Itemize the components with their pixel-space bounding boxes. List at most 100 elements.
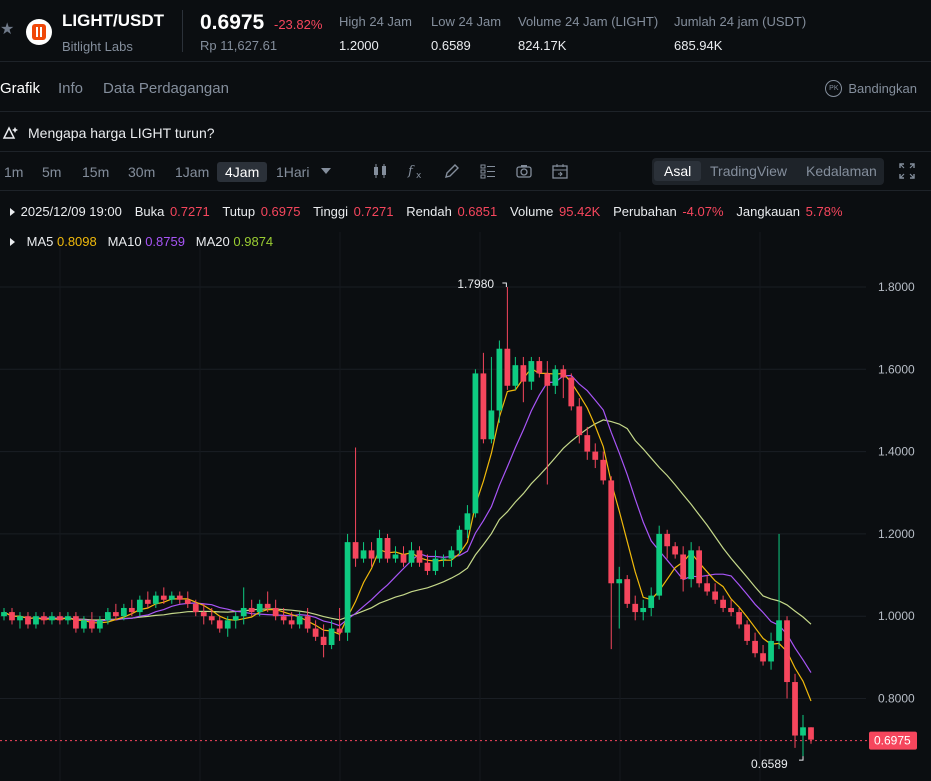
svg-text:f: f bbox=[407, 164, 415, 179]
tab-chart[interactable]: Grafik bbox=[0, 80, 41, 97]
candle-body bbox=[568, 377, 575, 407]
layout-list-icon[interactable] bbox=[479, 162, 497, 180]
candle-body bbox=[416, 550, 423, 563]
candle-body bbox=[680, 554, 687, 580]
timeframe-5m[interactable]: 5m bbox=[42, 164, 62, 180]
candle-body bbox=[336, 628, 343, 633]
candle-body bbox=[552, 369, 559, 386]
insight-text: Mengapa harga LIGHT turun? bbox=[28, 125, 215, 141]
candle-body bbox=[704, 583, 711, 592]
chart-view-switch: Asal TradingView Kedalaman bbox=[652, 158, 884, 185]
candle-body bbox=[232, 616, 239, 621]
timeframe-1m[interactable]: 1m bbox=[4, 164, 24, 180]
last-price-tag-label: 0.6975 bbox=[874, 734, 911, 748]
candle-body bbox=[216, 620, 223, 629]
last-price: 0.6975 bbox=[200, 11, 265, 34]
pencil-icon[interactable] bbox=[443, 162, 461, 180]
candle-body bbox=[192, 603, 199, 613]
svg-text:x: x bbox=[416, 171, 422, 180]
high-value: 0.7271 bbox=[353, 204, 394, 219]
camera-icon[interactable] bbox=[515, 162, 533, 180]
candle-body bbox=[696, 550, 703, 584]
candle-body bbox=[448, 550, 455, 559]
candle-body bbox=[608, 480, 615, 584]
candle-body bbox=[328, 628, 335, 646]
min-price-label: 0.6589 bbox=[751, 757, 788, 771]
timeframe-1h[interactable]: 1Jam bbox=[175, 164, 210, 180]
candle-body bbox=[632, 603, 639, 613]
candle-body bbox=[464, 513, 471, 530]
candle-body bbox=[720, 599, 726, 608]
candle-body bbox=[800, 727, 806, 736]
range-value: 5.78% bbox=[805, 204, 843, 219]
compare-button[interactable]: PK Bandingkan bbox=[825, 80, 917, 97]
compare-icon: PK bbox=[825, 80, 843, 97]
candle-body bbox=[536, 361, 543, 374]
ma5-label: MA5 bbox=[26, 234, 54, 249]
timeframe-30m[interactable]: 30m bbox=[128, 164, 156, 180]
stat-volume: Volume 24 Jam (LIGHT) 824.17K bbox=[518, 14, 659, 53]
collapse-triangle-icon[interactable] bbox=[10, 208, 15, 217]
candle-body bbox=[664, 533, 671, 547]
candle-body bbox=[624, 579, 631, 604]
candle-body bbox=[200, 612, 207, 617]
timeframe-4h[interactable]: 4Jam bbox=[217, 162, 268, 182]
change-label: Perubahan bbox=[613, 204, 677, 219]
candle-body bbox=[576, 406, 583, 436]
candle-body bbox=[496, 348, 503, 411]
candle-body bbox=[128, 607, 135, 613]
price-insight-row[interactable]: Mengapa harga LIGHT turun? bbox=[0, 114, 931, 152]
price-change: -23.82% bbox=[274, 17, 323, 32]
candle-body bbox=[81, 620, 87, 629]
candle-body bbox=[296, 616, 303, 625]
indicator-fx-icon[interactable]: f x bbox=[407, 162, 425, 180]
last-price-tag bbox=[869, 731, 917, 750]
candle-body bbox=[352, 542, 359, 559]
candle-body bbox=[544, 373, 551, 386]
candle-body bbox=[400, 554, 407, 563]
candle-body bbox=[160, 595, 167, 600]
candle-body bbox=[272, 607, 279, 617]
ma5-path bbox=[3, 367, 812, 702]
candle-body bbox=[600, 459, 607, 481]
candle-body bbox=[9, 612, 15, 621]
candle-body bbox=[640, 607, 647, 613]
candle-body bbox=[73, 616, 79, 629]
calendar-icon[interactable] bbox=[551, 162, 569, 180]
favorite-star-icon[interactable]: ★ bbox=[0, 21, 15, 38]
range-label: Jangkauan bbox=[736, 204, 801, 219]
tab-info[interactable]: Info bbox=[58, 80, 84, 97]
chevron-down-icon[interactable] bbox=[320, 166, 332, 176]
view-tradingview[interactable]: TradingView bbox=[710, 163, 788, 179]
candlestick-chart[interactable]: 1.8000 1.6000 1.4000 1.2000 1.0000 0.8000 0.6… bbox=[0, 192, 931, 781]
candle-body bbox=[376, 538, 383, 559]
candle-date: 2025/12/09 19:00 bbox=[20, 204, 122, 219]
candle-body bbox=[752, 640, 758, 654]
candle-body bbox=[312, 628, 319, 637]
candle-body bbox=[152, 595, 159, 604]
fullscreen-icon[interactable] bbox=[899, 163, 915, 179]
y-tick-label: 1.2000 bbox=[878, 527, 915, 541]
candle-body bbox=[808, 727, 814, 740]
view-depth[interactable]: Kedalaman bbox=[806, 163, 877, 179]
tab-trading-data[interactable]: Data Perdagangan bbox=[103, 80, 229, 97]
timeframe-1d[interactable]: 1Hari bbox=[276, 164, 310, 180]
candle-body bbox=[744, 624, 750, 641]
collapse-triangle-icon[interactable] bbox=[10, 238, 15, 247]
candle-body bbox=[792, 682, 798, 736]
candle-body bbox=[344, 542, 351, 633]
candle-body bbox=[288, 620, 295, 625]
candle-body bbox=[25, 616, 31, 625]
stat-low: Low 24 Jam 0.6589 bbox=[431, 14, 502, 53]
candle-body bbox=[320, 636, 327, 646]
view-original[interactable]: Asal bbox=[654, 161, 702, 181]
candle-body bbox=[784, 620, 790, 683]
timeframe-15m[interactable]: 15m bbox=[82, 164, 110, 180]
max-marker-icon bbox=[502, 282, 507, 287]
pair-title[interactable]: LIGHT/USDT bbox=[62, 11, 164, 30]
close-label: Tutup bbox=[222, 204, 256, 219]
candlestick-icon[interactable] bbox=[371, 162, 389, 180]
price-idr: Rp 11,627.61 bbox=[200, 38, 278, 53]
candle-body bbox=[304, 616, 311, 629]
candle-body bbox=[776, 620, 782, 641]
